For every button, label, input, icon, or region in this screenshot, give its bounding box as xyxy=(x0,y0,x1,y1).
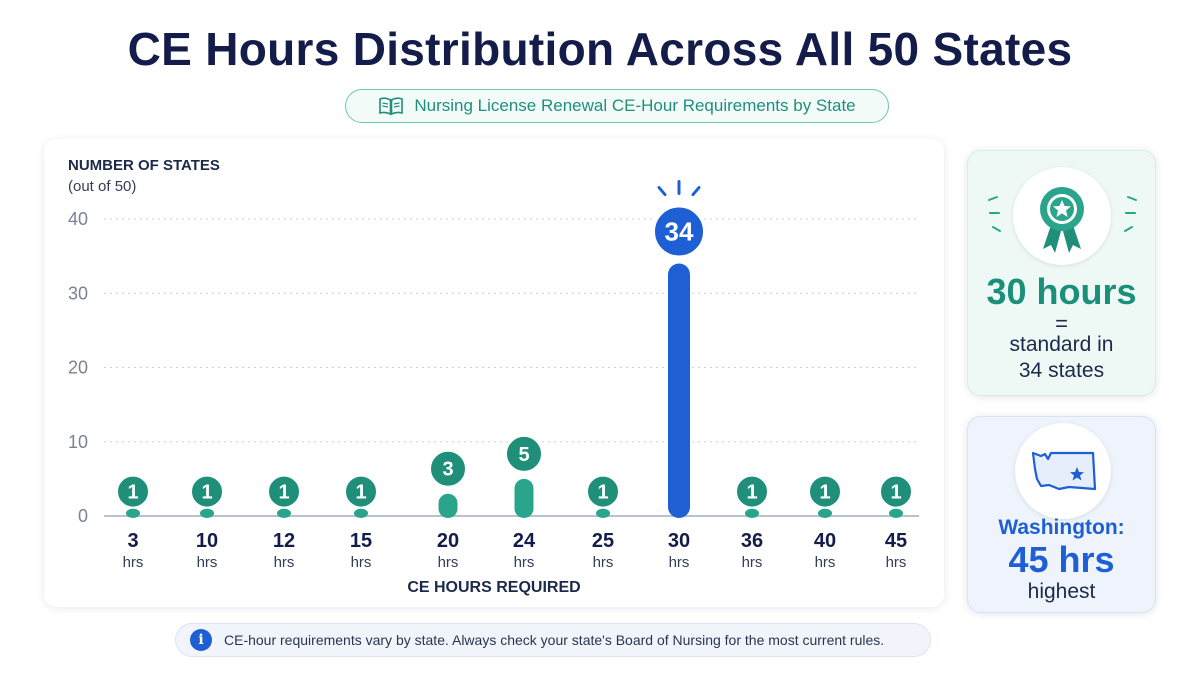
data-label: 1 xyxy=(355,482,366,504)
highlight-ray xyxy=(657,186,667,197)
value-bubble xyxy=(505,434,543,473)
map-icon-circle xyxy=(1015,423,1111,519)
value-bubble xyxy=(735,474,769,509)
standard-hours-card: 30 hours = standard in 34 states xyxy=(967,150,1156,396)
chart-card: NUMBER OF STATES (out of 50) 0 10 20 30 40 1 3… xyxy=(44,139,944,607)
award-icon-circle xyxy=(1013,167,1111,265)
bar xyxy=(596,508,610,518)
highest-state-name: Washington: xyxy=(998,516,1125,539)
washington-state-map-icon xyxy=(1031,451,1097,491)
value-bubble xyxy=(190,474,224,509)
bar xyxy=(818,508,832,518)
bar xyxy=(277,508,291,518)
y-tick-label: 0 xyxy=(78,506,88,526)
bar xyxy=(514,478,534,518)
data-label: 34 xyxy=(665,217,694,247)
y-tick-label: 10 xyxy=(68,432,88,452)
open-book-icon xyxy=(379,97,404,116)
bar xyxy=(200,508,214,518)
page-title: CE Hours Distribution Across All 50 Stat… xyxy=(127,23,1073,75)
y-tick-label: 30 xyxy=(68,283,88,303)
x-tick-unit: hrs xyxy=(514,554,535,571)
x-tick-label: 36 xyxy=(741,530,763,552)
data-label: 5 xyxy=(518,444,529,466)
bar xyxy=(438,493,458,518)
x-tick-unit: hrs xyxy=(123,554,144,571)
bar xyxy=(354,508,368,518)
value-bubble xyxy=(879,474,913,509)
disclaimer-text: CE-hour requirements vary by state. Alwa… xyxy=(224,632,885,648)
award-ribbon-icon xyxy=(1040,187,1084,253)
subtitle-badge: Nursing License Renewal CE-Hour Requirem… xyxy=(345,89,889,123)
x-tick-label: 25 xyxy=(592,530,614,552)
x-tick-unit: hrs xyxy=(593,554,614,571)
data-label: 1 xyxy=(890,482,901,504)
bar xyxy=(745,508,759,518)
data-label: 1 xyxy=(201,482,212,504)
standard-line-1: standard in xyxy=(1009,333,1114,356)
x-tick-label: 20 xyxy=(437,530,459,552)
x-tick-label: 40 xyxy=(814,530,836,552)
x-tick-unit: hrs xyxy=(669,554,690,571)
info-icon: i xyxy=(190,629,212,651)
x-tick-unit: hrs xyxy=(886,554,907,571)
x-tick-unit: hrs xyxy=(742,554,763,571)
bar xyxy=(126,508,140,518)
x-tick-label: 10 xyxy=(196,530,218,552)
value-bubble xyxy=(586,474,620,509)
x-axis-title: CE HOURS REQUIRED xyxy=(407,579,581,596)
x-tick-label: 30 xyxy=(668,530,690,552)
x-tick-unit: hrs xyxy=(438,554,459,571)
standard-line-2: 34 states xyxy=(1018,359,1105,382)
value-bubble xyxy=(429,449,467,488)
highlight-ray xyxy=(691,186,701,197)
bar xyxy=(668,263,690,518)
x-tick-label: 3 xyxy=(127,530,138,552)
subtitle-text: Nursing License Renewal CE-Hour Requirem… xyxy=(414,96,856,115)
y-axis-subtitle: (out of 50) xyxy=(68,178,137,195)
x-tick-unit: hrs xyxy=(351,554,372,571)
y-axis-title: NUMBER OF STATES xyxy=(68,157,220,174)
y-tick-label: 40 xyxy=(68,209,88,229)
data-label: 1 xyxy=(278,482,289,504)
x-tick-unit: hrs xyxy=(815,554,836,571)
disclaimer-note: i CE-hour requirements vary by state. Al… xyxy=(175,623,931,657)
x-tick-label: 24 xyxy=(513,530,536,552)
sparkle-lines xyxy=(988,196,1137,232)
value-bubble xyxy=(344,474,378,509)
highest-hours-value: 45 hrs xyxy=(1008,539,1115,580)
x-tick-label: 45 xyxy=(885,530,907,552)
standard-hours-value: 30 hours xyxy=(986,271,1137,312)
highest-hours-card: Washington: 45 hrs highest xyxy=(967,416,1156,613)
value-bubble xyxy=(267,474,301,509)
data-label: 1 xyxy=(819,482,830,504)
highest-label: highest xyxy=(1027,580,1096,603)
value-bubble xyxy=(116,474,150,509)
data-label: 3 xyxy=(442,459,453,481)
data-label: 1 xyxy=(746,482,757,504)
bar-chart: 0 10 20 30 40 1 3 hrs 1 10 hrs 1 12 hrs 1 15 hrs 3 20 hrs 5 2… xyxy=(68,180,919,571)
y-tick-label: 20 xyxy=(68,358,88,378)
data-label: 1 xyxy=(127,482,138,504)
value-bubble xyxy=(808,474,842,509)
x-tick-label: 12 xyxy=(273,530,295,552)
x-tick-label: 15 xyxy=(350,530,372,552)
x-tick-unit: hrs xyxy=(274,554,295,571)
equals-sign: = xyxy=(1055,311,1068,336)
bar xyxy=(889,508,903,518)
data-label: 1 xyxy=(597,482,608,504)
x-tick-unit: hrs xyxy=(197,554,218,571)
value-bubble xyxy=(653,205,705,258)
